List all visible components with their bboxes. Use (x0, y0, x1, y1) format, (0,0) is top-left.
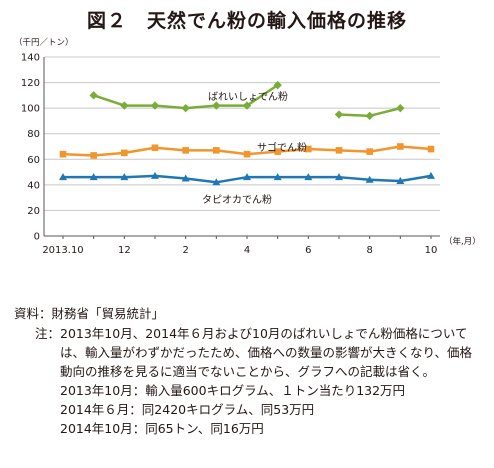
data-point (396, 103, 405, 113)
data-point (89, 91, 98, 100)
data-point (212, 101, 221, 110)
note-line-2: 2014年６月：同2420キログラム、同53万円 (60, 402, 315, 417)
note-label: 注： (34, 326, 60, 341)
data-point (427, 171, 435, 179)
note-line-3: 2014年10月：同65トン、同16万円 (60, 421, 264, 436)
series-label: ばれいしょでん粉 (208, 90, 288, 103)
source-row: 資料： 財務省「貿易統計」 (14, 304, 484, 323)
series-label: タピオカでん粉 (202, 193, 272, 206)
data-point (151, 171, 159, 179)
data-point (243, 150, 251, 158)
data-point (120, 173, 129, 181)
data-point (334, 110, 344, 119)
x-tick-label: 2 (182, 245, 188, 256)
data-point (305, 145, 312, 153)
data-point (427, 145, 435, 153)
data-point (243, 173, 251, 181)
data-point (242, 101, 252, 110)
note-row: 注： 2013年10月、2014年６月および10月のばれいしょでん粉価格について… (14, 324, 484, 438)
data-point (212, 178, 221, 186)
x-tick-label: 2013.10 (42, 245, 83, 256)
data-point (120, 101, 129, 110)
source-text: 財務省「貿易統計」 (51, 306, 165, 321)
data-point (273, 173, 282, 181)
data-point (365, 175, 374, 183)
data-point (181, 174, 190, 182)
page-title: 図２ 天然でん粉の輸入価格の推移 (86, 10, 407, 32)
note-body: 2013年10月、2014年６月および10月のばれいしょでん粉価格については、輸… (60, 324, 484, 438)
data-point (181, 103, 190, 113)
note-text: 2013年10月、2014年６月および10月のばれいしょでん粉価格については、輸… (60, 326, 473, 379)
data-point (90, 152, 97, 159)
data-point (335, 173, 343, 181)
data-point (366, 148, 373, 155)
data-point (274, 148, 281, 155)
series-label: サゴでん粉 (257, 141, 307, 154)
y-axis-label: （千円／トン） (14, 37, 74, 48)
y-tick-label: 120 (21, 78, 40, 89)
data-point (89, 173, 98, 181)
y-tick-label: 100 (21, 104, 40, 115)
data-point (304, 173, 313, 181)
x-tick-label: 10 (425, 245, 438, 256)
notes: 資料： 財務省「貿易統計」 注： 2013年10月、2014年６月および10月の… (14, 304, 484, 438)
source-label: 資料： (14, 306, 52, 321)
x-tick-label: 12 (118, 245, 131, 256)
data-point (59, 150, 67, 158)
data-point (397, 143, 404, 150)
x-axis-label: （年,月） (444, 236, 481, 247)
y-tick-label: 60 (27, 155, 40, 166)
x-tick-label: 8 (366, 245, 372, 256)
data-point (151, 144, 159, 152)
y-tick-label: 0 (34, 232, 40, 243)
data-point (273, 80, 282, 90)
line-chart: 0 20 40 60 80 100 120 140 2013.10 12 2 4 6 8 10 （千円／トン）… (14, 37, 481, 256)
data-point (396, 177, 405, 185)
y-tick-label: 40 (27, 180, 40, 191)
data-point (182, 147, 189, 154)
x-tick-label: 4 (244, 245, 250, 256)
data-point (365, 111, 374, 121)
y-tick-label: 80 (27, 129, 40, 140)
note-line-1: 2013年10月：輸入量600キログラム、１トン当たり132万円 (60, 383, 406, 398)
data-point (335, 147, 343, 154)
y-tick-label: 20 (27, 206, 40, 217)
data-point (150, 101, 160, 110)
data-point (59, 173, 67, 181)
x-tick-label: 6 (305, 245, 311, 256)
data-point (121, 149, 128, 157)
y-tick-label: 140 (21, 53, 40, 64)
data-point (213, 147, 220, 154)
